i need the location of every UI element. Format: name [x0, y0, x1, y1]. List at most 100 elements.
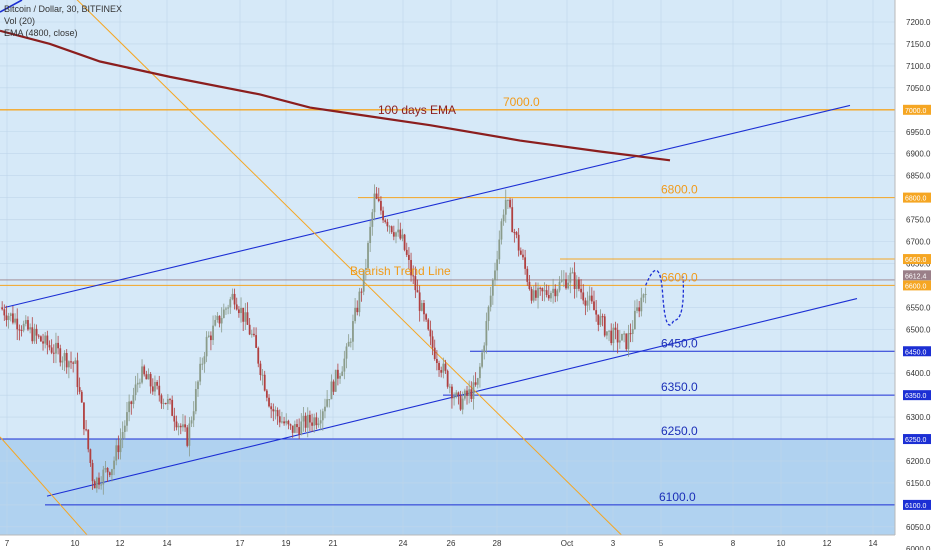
candle-body	[558, 281, 561, 291]
x-tick-label: Oct	[561, 539, 574, 548]
candle-body	[274, 410, 277, 412]
drawing-tool-line	[0, 0, 23, 13]
candle-body	[552, 288, 555, 293]
price-tag-6600.0-bg	[903, 280, 931, 291]
candle-body	[313, 417, 316, 426]
y-tick-label: 6150.0	[906, 479, 931, 488]
candle-body	[44, 335, 47, 344]
candle-body	[121, 432, 124, 439]
candle-body	[244, 312, 247, 322]
candle-body	[429, 329, 432, 337]
candle-body	[603, 316, 606, 336]
candle-body	[433, 347, 436, 360]
candle-body	[479, 366, 481, 379]
candle-body	[169, 399, 171, 401]
candle-body	[502, 214, 505, 222]
x-tick-label: 26	[447, 539, 456, 548]
candle-body	[42, 341, 44, 344]
x-tick-label: 12	[116, 539, 125, 548]
candle-body	[67, 361, 70, 368]
candle-body	[541, 288, 544, 292]
candle-body	[547, 294, 550, 299]
candle-body	[166, 399, 169, 404]
candle-body	[220, 317, 223, 324]
candle-body	[358, 291, 361, 313]
candle-body	[227, 307, 230, 309]
candle-body	[65, 353, 68, 368]
candle-body	[375, 193, 378, 199]
candle-body	[80, 391, 83, 403]
candle-body	[315, 417, 318, 426]
candle-body	[562, 279, 565, 281]
candle-body	[5, 315, 8, 321]
candle-body	[171, 399, 174, 416]
candle-body	[235, 304, 238, 310]
candle-body	[287, 420, 290, 425]
candle-body	[272, 409, 275, 412]
candle-body	[343, 358, 346, 372]
candle-body	[61, 360, 64, 363]
candle-body	[113, 460, 115, 470]
candle-body	[360, 291, 363, 293]
candle-body	[309, 414, 311, 423]
candle-body	[423, 303, 425, 315]
ema-annotation: 100 days EMA	[378, 103, 456, 117]
candle-body	[300, 421, 303, 435]
y-tick-label: 6300.0	[906, 413, 931, 422]
x-tick-label: 24	[399, 539, 408, 548]
candle-body	[177, 425, 180, 428]
candle-body	[534, 290, 537, 298]
price-tag-6100.0-bg	[903, 499, 931, 510]
candle-body	[289, 424, 292, 426]
candle-body	[610, 330, 613, 344]
candle-body	[595, 310, 598, 315]
candle-body	[72, 362, 75, 364]
candle-body	[89, 449, 92, 464]
candle-body	[321, 411, 324, 421]
candle-body	[283, 421, 285, 424]
candle-body	[453, 396, 456, 399]
candle-body	[106, 467, 109, 473]
candle-body	[582, 292, 585, 301]
candle-body	[197, 381, 199, 390]
candle-body	[141, 366, 143, 383]
candle-body	[481, 352, 483, 367]
candle-body	[362, 269, 365, 292]
candle-body	[386, 221, 389, 227]
candle-body	[504, 199, 507, 215]
symbol-title: Bitcoin / Dollar, 30, BITFINEX	[4, 4, 122, 14]
candle-body	[175, 421, 178, 428]
trend-annotation: Bearish Trend Line	[350, 264, 451, 278]
candle-body	[108, 472, 111, 476]
y-tick-label: 6700.0	[906, 238, 931, 247]
y-tick-label: 7150.0	[906, 40, 931, 49]
candle-body	[134, 384, 137, 395]
candle-body	[250, 333, 253, 335]
x-tick-label: 10	[777, 539, 786, 548]
candle-body	[356, 307, 359, 313]
candle-body	[156, 382, 159, 386]
candle-body	[16, 318, 19, 330]
candle-body	[293, 424, 296, 433]
candle-body	[584, 300, 587, 306]
candle-body	[352, 321, 354, 342]
candle-body	[194, 389, 197, 412]
price-tag-6350.0: 6350.0	[905, 393, 927, 400]
price-tag-6800.0-bg	[903, 192, 931, 203]
candle-body	[184, 424, 186, 428]
current-price-tag: 6612.4	[905, 273, 927, 280]
volume-indicator-label: Vol (20)	[4, 16, 35, 26]
candle-body	[345, 346, 348, 359]
candle-body	[401, 234, 404, 239]
candle-body	[489, 295, 492, 307]
candle-body	[27, 320, 29, 330]
candle-body	[87, 429, 90, 450]
candle-body	[268, 397, 270, 407]
candle-body	[511, 207, 514, 233]
candle-body	[324, 406, 326, 412]
candle-body	[369, 226, 372, 244]
candle-body	[3, 309, 6, 316]
candle-body	[210, 335, 212, 341]
candle-body	[216, 315, 219, 320]
